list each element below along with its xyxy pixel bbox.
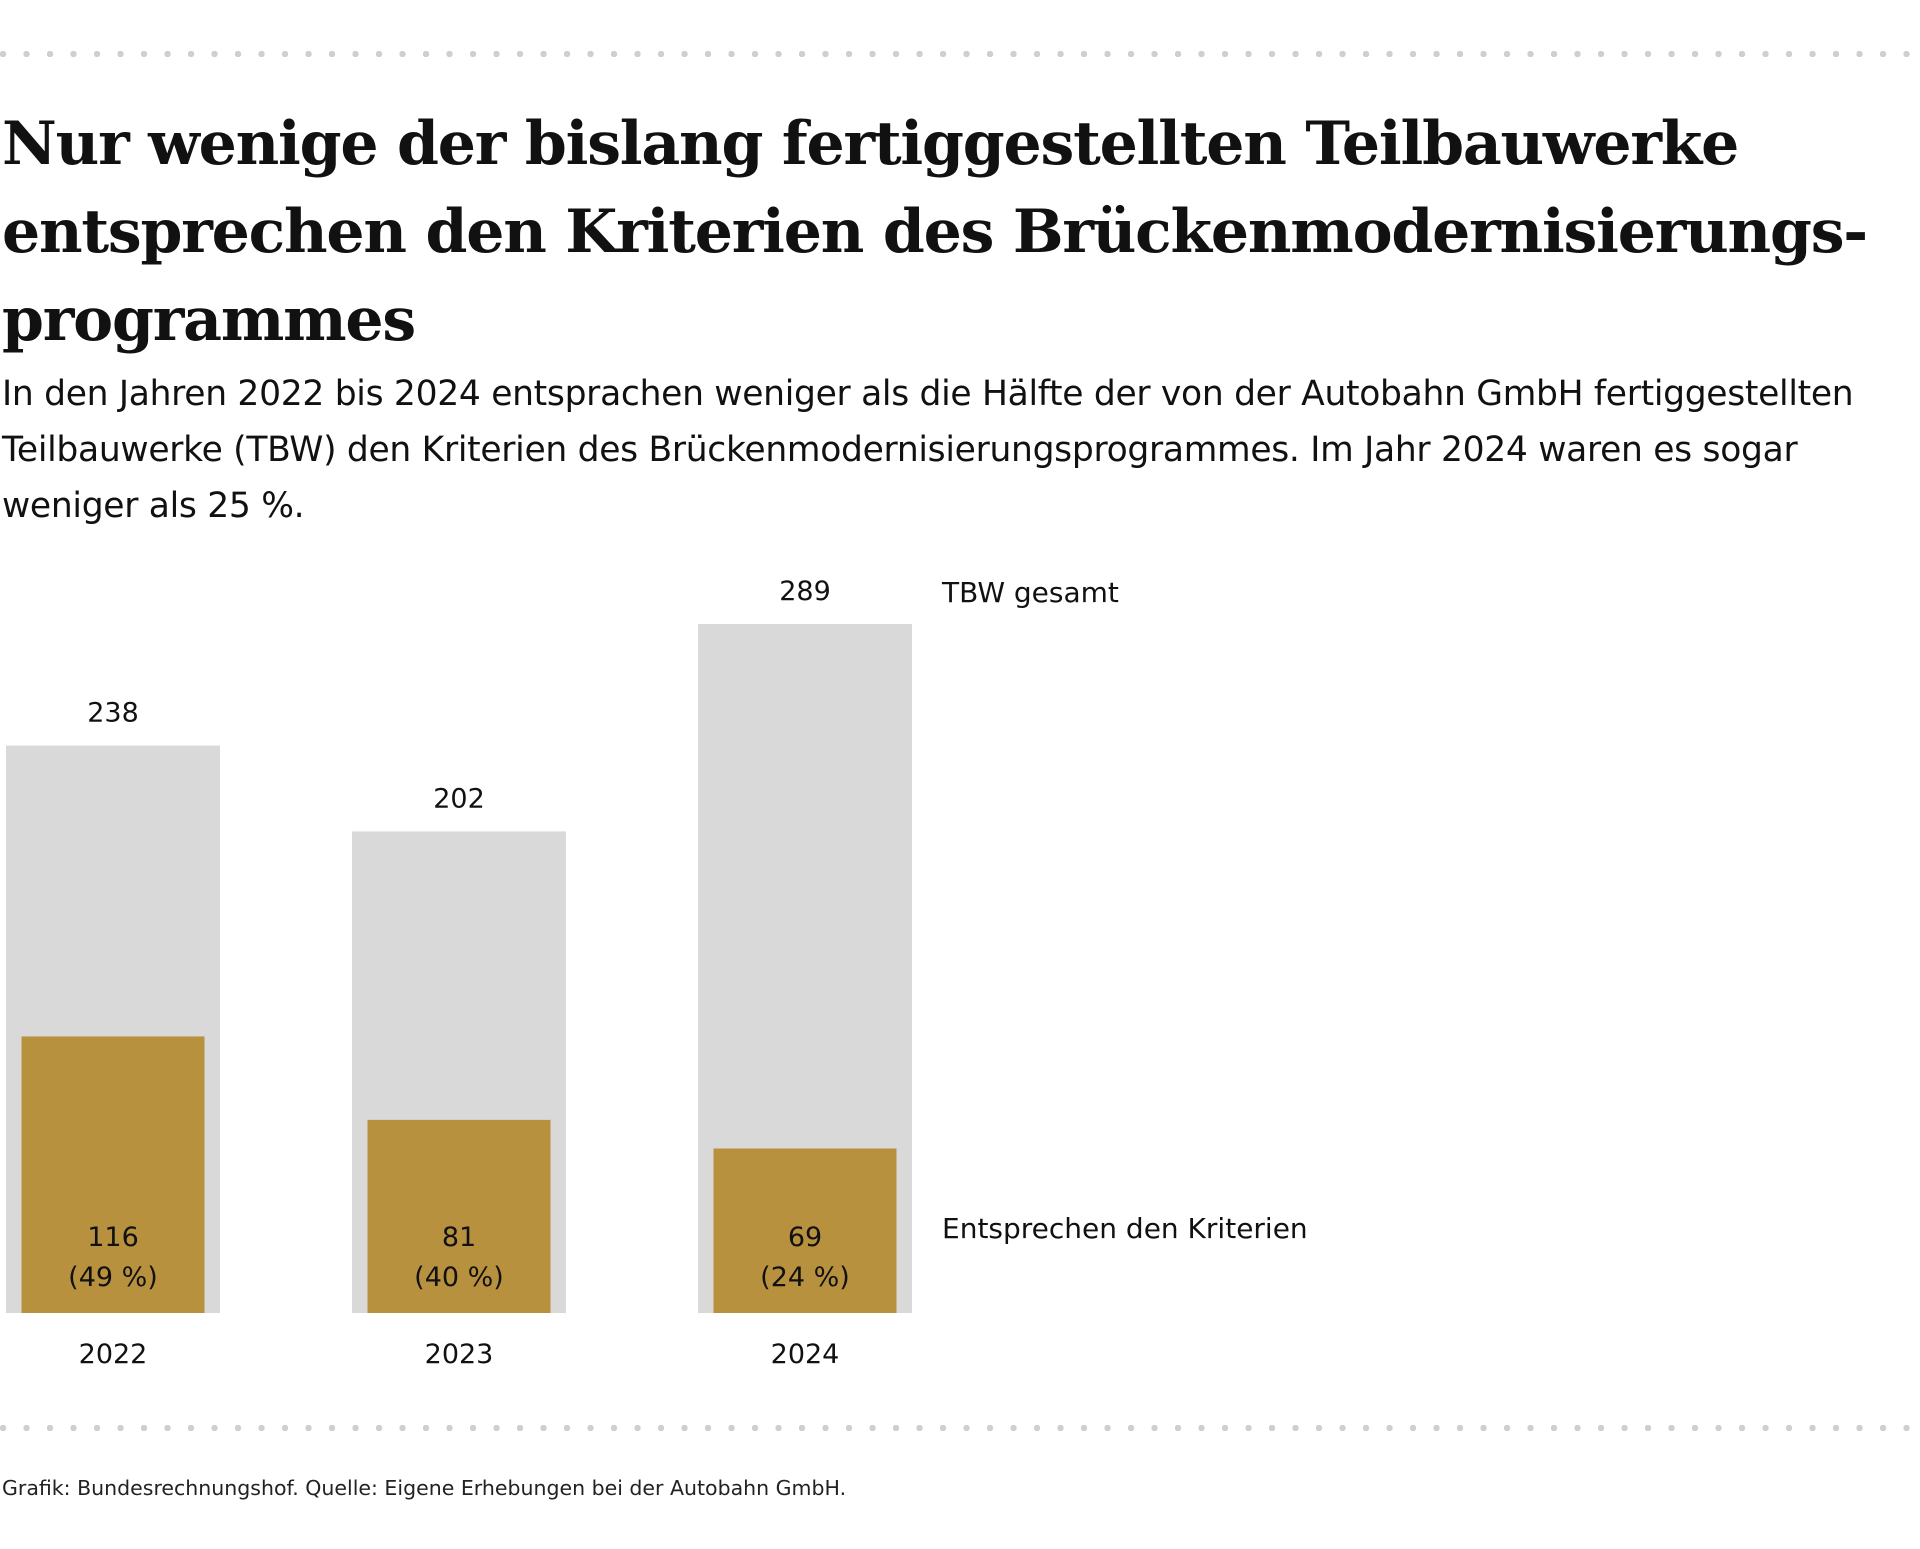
source-note: Grafik: Bundesrechnungshof. Quelle: Eige… <box>2 1476 847 1500</box>
x-tick-2023: 2023 <box>425 1339 494 1370</box>
label-share-2023: (40 %) <box>414 1262 504 1293</box>
chart-title: Nur wenige der bislang fertiggestellten … <box>2 109 1869 355</box>
label-share-2022: (49 %) <box>68 1262 158 1293</box>
bar-chart: 238 116 (49 %) 2022 202 81 (40 %) 2023 289 69 (24 … <box>6 576 1308 1370</box>
label-criteria-2022: 116 <box>87 1222 139 1253</box>
label-share-2024: (24 %) <box>760 1262 850 1293</box>
chart-subtitle: In den Jahren 2022 bis 2024 entsprachen … <box>2 374 1854 526</box>
label-criteria-2024: 69 <box>788 1222 822 1253</box>
bar-criteria-2022 <box>21 1036 205 1313</box>
label-total-2024: 289 <box>779 576 831 607</box>
label-total-2023: 202 <box>433 783 485 814</box>
legend-entsprechen-kriterien: Entsprechen den Kriterien <box>942 1212 1308 1245</box>
x-tick-2022: 2022 <box>79 1339 148 1370</box>
label-total-2022: 238 <box>87 698 139 729</box>
bottom-dotted-divider <box>0 1425 1920 1431</box>
bar-criteria-2024 <box>713 1148 897 1313</box>
label-criteria-2023: 81 <box>442 1222 476 1253</box>
x-tick-2024: 2024 <box>771 1339 840 1370</box>
legend-tbw-gesamt: TBW gesamt <box>941 576 1119 609</box>
bar-criteria-2023 <box>367 1119 551 1313</box>
top-dotted-divider <box>0 51 1920 57</box>
